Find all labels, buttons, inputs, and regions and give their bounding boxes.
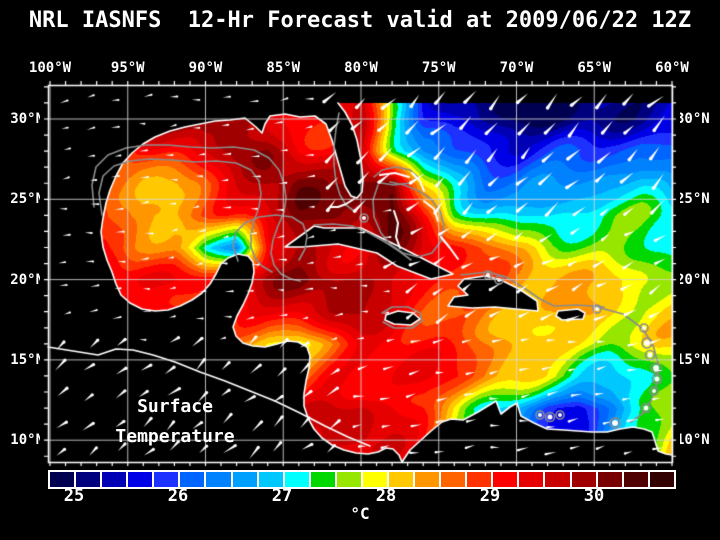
colorbar-cell [154,472,181,487]
annotation-line1: Surface [137,396,213,417]
lat-label-right: 20°N [676,271,710,288]
colorbar-tick: 27 [271,486,293,506]
colorbar-tick: 26 [167,486,189,506]
colorbar-cell [597,472,624,487]
colorbar-cell [389,472,416,487]
lon-label: 80°W [344,60,378,76]
colorbar-cell [415,472,442,487]
colorbar-cell [180,472,207,487]
lon-label: 60°W [655,60,689,76]
colorbar-cell [206,472,233,487]
lat-label-right: 10°N [676,432,710,449]
lat-label-left: 15°N [10,351,44,368]
temperature-colorbar [48,470,676,489]
colorbar-cell [258,472,285,487]
lon-label: 70°W [499,60,534,76]
colorbar-cell [545,472,572,487]
colorbar-cell [467,472,494,487]
lat-label-right: 25°N [676,191,710,208]
lon-label: 65°W [577,60,612,76]
colorbar-cell [441,472,468,487]
colorbar-cell [649,472,674,487]
colorbar-cell [336,472,363,487]
colorbar-cell [128,472,155,487]
colorbar-cell [571,472,598,487]
lon-label: 90°W [188,60,223,76]
lon-label: 75°W [421,60,456,76]
surface-temperature-annotation: Surface Temperature [105,392,245,452]
lon-label: 95°W [110,60,145,76]
page-title: NRL IASNFS 12-Hr Forecast valid at 2009/… [28,8,692,33]
colorbar-cell [232,472,259,487]
lat-label-left: 30°N [10,111,44,127]
lon-label: 85°W [266,60,301,76]
colorbar-cell [76,472,103,487]
lon-label: 100°W [28,60,72,76]
colorbar-cell [362,472,390,487]
colorbar-cell [310,472,337,487]
lat-label-left: 20°N [10,271,44,288]
colorbar-cell [623,472,650,487]
lat-label-left: 25°N [10,191,44,208]
colorbar-tick: 28 [375,486,397,506]
colorbar-cell [519,472,546,487]
sst-map-canvas [40,77,680,470]
colorbar-tick: 30 [583,486,605,506]
colorbar-unit: °C [350,504,370,523]
lat-label-right: 30°N [676,111,710,127]
colorbar-cell [284,472,311,487]
colorbar-tick-labels: 25 26 27 28 29 30 [48,486,672,506]
colorbar-tick: 25 [63,486,85,506]
colorbar-cell [50,472,77,487]
lat-label-left: 10°N [10,432,44,449]
annotation-line2: Temperature [115,426,235,447]
colorbar-cell [493,472,520,487]
lat-label-right: 15°N [676,351,710,368]
colorbar-cell [102,472,129,487]
colorbar-tick: 29 [479,486,501,506]
